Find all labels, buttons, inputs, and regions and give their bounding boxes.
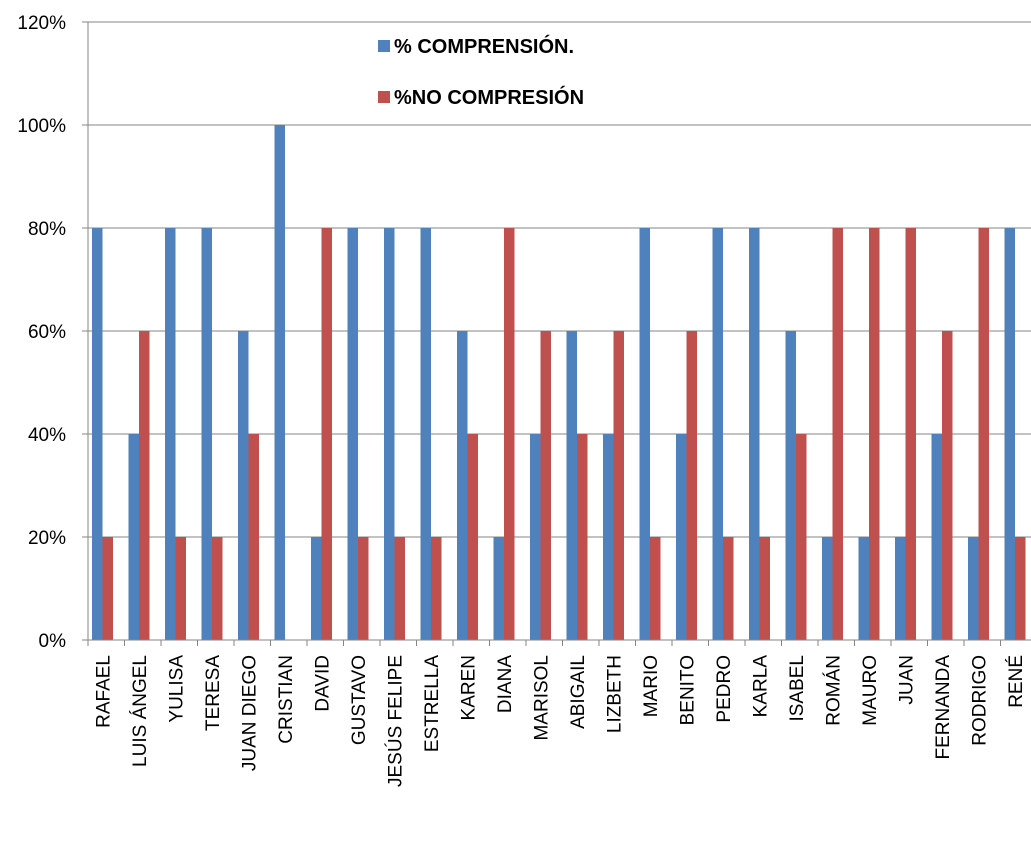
y-tick-label: 20% — [28, 528, 66, 549]
x-tick-label: BENITO — [678, 655, 699, 725]
bar-no-compresion — [869, 228, 880, 640]
y-tick-label: 120% — [17, 13, 66, 34]
x-tick-label: MARIO — [641, 655, 662, 717]
gridlines — [82, 21, 1031, 641]
bar-no-compresion — [175, 537, 186, 640]
legend-swatch-no-compresion — [378, 91, 390, 103]
x-tick-label: KAREN — [459, 655, 480, 720]
x-tick-label: ISABEL — [787, 655, 808, 722]
bar-comprension — [785, 331, 796, 640]
bar-comprension — [238, 331, 249, 640]
bar-comprension — [749, 228, 760, 640]
bar-comprension — [676, 434, 687, 640]
bars — [92, 125, 1026, 640]
bar-no-compresion — [577, 434, 588, 640]
bar-no-compresion — [394, 537, 405, 640]
x-tick-label: ESTRELLA — [422, 655, 443, 752]
bar-comprension — [274, 125, 285, 640]
legend: % COMPRENSIÓN. %NO COMPRESIÓN — [378, 34, 584, 109]
x-tick-label: LIZBETH — [605, 655, 626, 733]
bar-no-compresion — [321, 228, 332, 640]
x-tick-labels: RAFAEL LUIS ÁNGEL YULISA TERESA JUAN DIEGO CR… — [94, 655, 1028, 787]
legend-swatch-comprension — [378, 40, 390, 52]
bar-comprension — [858, 537, 869, 640]
bar-no-compresion — [832, 228, 843, 640]
x-tick-label: JESÚS FELIPE — [385, 655, 407, 787]
x-tick-label: TERESA — [203, 655, 224, 731]
x-tick-label: MAURO — [860, 655, 881, 726]
x-tick-label: ABIGAIL — [568, 655, 589, 729]
bar-comprension — [566, 331, 577, 640]
bar-no-compresion — [759, 537, 770, 640]
x-tick-label: JUAN DIEGO — [240, 655, 261, 771]
x-tick-label: MARISOL — [532, 655, 553, 741]
bar-no-compresion — [358, 537, 369, 640]
bar-comprension — [1004, 228, 1015, 640]
legend-label-comprension: % COMPRENSIÓN. — [394, 34, 574, 58]
x-tick-label: KARLA — [751, 655, 772, 718]
y-tick-label: 60% — [28, 322, 66, 343]
bar-comprension — [128, 434, 139, 640]
bar-no-compresion — [723, 537, 734, 640]
bar-comprension — [968, 537, 979, 640]
x-tick-label: RODRIGO — [970, 655, 991, 746]
x-tick-label: ROMÁN — [824, 655, 845, 726]
x-tick-label: YULISA — [167, 655, 188, 723]
legend-label-no-compresion: %NO COMPRESIÓN — [394, 85, 584, 109]
bar-comprension — [311, 537, 322, 640]
bar-comprension — [931, 434, 942, 640]
x-tick-label: RENÉ — [1006, 655, 1027, 708]
bar-no-compresion — [796, 434, 807, 640]
y-tick-labels: 0% 20% 40% 60% 80% 100% 120% — [17, 13, 66, 652]
y-tick-label: 100% — [17, 116, 66, 137]
y-tick-label: 0% — [39, 631, 67, 652]
bar-comprension — [201, 228, 212, 640]
bar-comprension — [639, 228, 650, 640]
bar-comprension — [420, 228, 431, 640]
bar-comprension — [384, 228, 395, 640]
x-tick-label: GUSTAVO — [349, 655, 370, 745]
x-tick-label: DAVID — [313, 655, 334, 712]
bar-no-compresion — [467, 434, 478, 640]
axes — [87, 22, 1031, 646]
bar-no-compresion — [540, 331, 551, 640]
x-tick-label: DIANA — [495, 655, 516, 713]
bar-no-compresion — [139, 331, 150, 640]
bar-no-compresion — [102, 537, 113, 640]
bar-no-compresion — [686, 331, 697, 640]
bar-comprension — [92, 228, 103, 640]
bar-comprension — [530, 434, 541, 640]
bar-comprension — [165, 228, 176, 640]
bar-no-compresion — [431, 537, 442, 640]
x-tick-label: CRISTIAN — [276, 655, 297, 744]
bar-no-compresion — [504, 228, 515, 640]
bar-comprension — [895, 537, 906, 640]
bar-comprension — [603, 434, 614, 640]
bar-no-compresion — [248, 434, 259, 640]
y-tick-label: 40% — [28, 425, 66, 446]
x-tick-label: JUAN — [897, 655, 918, 705]
bar-no-compresion — [613, 331, 624, 640]
bar-no-compresion — [942, 331, 953, 640]
bar-comprension — [493, 537, 504, 640]
x-tick-label: LUIS ÁNGEL — [130, 655, 151, 767]
bar-no-compresion — [978, 228, 989, 640]
bar-comprension — [822, 537, 833, 640]
bar-no-compresion — [650, 537, 661, 640]
y-tick-label: 80% — [28, 219, 66, 240]
bar-comprension — [457, 331, 468, 640]
bar-no-compresion — [212, 537, 223, 640]
bar-comprension — [712, 228, 723, 640]
bar-comprension — [347, 228, 358, 640]
x-tick-label: PEDRO — [714, 655, 735, 723]
bar-no-compresion — [905, 228, 916, 640]
x-tick-label: RAFAEL — [94, 655, 115, 728]
bar-no-compresion — [1015, 537, 1026, 640]
x-tick-label: FERNANDA — [933, 655, 954, 760]
